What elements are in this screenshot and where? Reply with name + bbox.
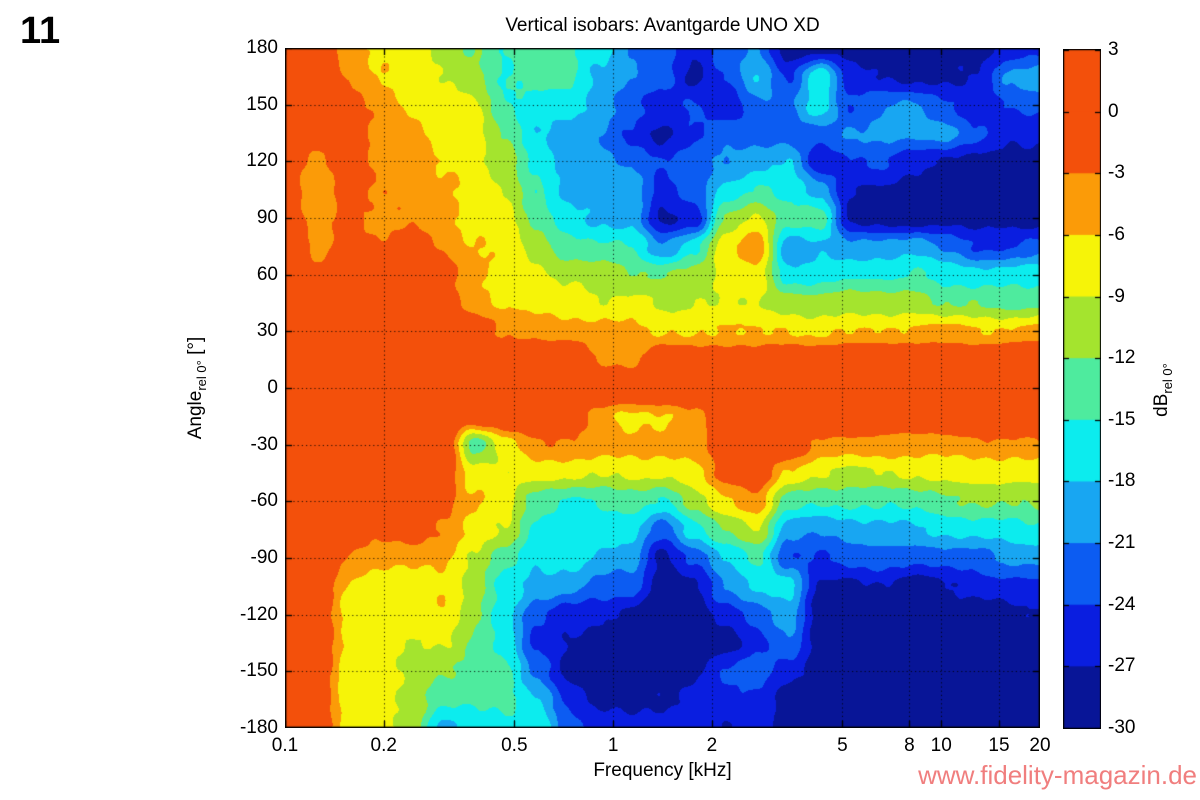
figure-number: 11 — [20, 10, 61, 52]
y-tick-label: -180 — [239, 717, 278, 738]
x-tick-label: 1 — [607, 735, 619, 756]
colorbar-tick-label: -21 — [1108, 532, 1136, 554]
colorbar-axis-label: dBrel 0° — [1151, 363, 1175, 417]
y-axis-label: Anglerel 0° [°] — [185, 337, 209, 440]
chart-title: Vertical isobars: Avantgarde UNO XD — [505, 15, 820, 36]
y-tick-label: -30 — [250, 433, 278, 455]
y-tick-label: -120 — [239, 603, 278, 625]
x-axis-label: Frequency [kHz] — [593, 760, 732, 781]
x-tick-label: 0.2 — [370, 735, 397, 756]
colorbar-tick-label: -6 — [1108, 223, 1125, 245]
watermark-link[interactable]: www.fidelity-magazin.de — [918, 760, 1197, 790]
colorbar-label-sub: rel 0° — [1159, 363, 1175, 394]
y-axis-label-main: Angle — [185, 390, 207, 440]
y-tick-label: 0 — [267, 377, 278, 398]
y-tick-label: -150 — [239, 660, 278, 682]
y-axis-label-sub: rel 0° — [193, 360, 209, 391]
x-tick-label: 0.1 — [271, 735, 299, 756]
x-tick-label: 8 — [904, 735, 915, 756]
x-tick-label: 20 — [1029, 735, 1051, 756]
y-tick-label: 180 — [246, 37, 278, 58]
colorbar-tick-label: -12 — [1108, 347, 1136, 369]
colorbar-tick-label: -30 — [1108, 717, 1136, 738]
y-tick-label: 30 — [256, 320, 278, 342]
x-tick-label: 15 — [988, 735, 1010, 756]
y-axis-label-unit: [°] — [185, 336, 207, 361]
colorbar-tick-label: -24 — [1108, 593, 1136, 615]
colorbar-tick-label: -9 — [1108, 285, 1125, 307]
x-tick-label: 5 — [837, 735, 848, 756]
y-tick-label: 120 — [246, 150, 278, 172]
y-tick-label: -60 — [250, 490, 278, 512]
colorbar — [1063, 49, 1101, 729]
colorbar-tick-label: -3 — [1108, 162, 1125, 184]
x-tick-label: 0.5 — [501, 735, 528, 756]
colorbar-tick-label: -27 — [1108, 655, 1136, 677]
colorbar-label-main: dB — [1151, 393, 1173, 417]
y-tick-label: 90 — [256, 207, 278, 228]
x-tick-label: 2 — [706, 735, 718, 756]
x-tick-label: 10 — [930, 735, 952, 756]
y-tick-label: -90 — [250, 547, 278, 568]
colorbar-tick-label: 3 — [1108, 39, 1119, 60]
colorbar-tick-label: 0 — [1108, 100, 1119, 122]
y-tick-label: 60 — [256, 263, 278, 285]
colorbar-tick-label: -15 — [1108, 408, 1136, 430]
y-tick-label: 150 — [246, 93, 278, 115]
contour-plot — [285, 48, 1040, 728]
colorbar-tick-label: -18 — [1108, 470, 1136, 492]
